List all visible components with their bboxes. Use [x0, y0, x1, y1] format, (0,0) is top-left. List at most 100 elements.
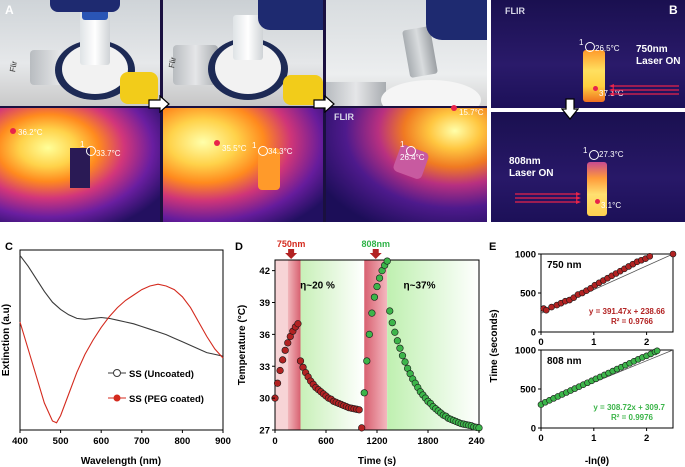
laser-band-750 — [287, 260, 301, 430]
fit-equation: y = 308.72x + 309.7 — [593, 403, 665, 412]
y-tick-label: 42 — [259, 266, 270, 277]
arrow-down-icon — [285, 249, 298, 259]
crosshair-marker: 1 — [252, 141, 257, 150]
data-point — [373, 282, 381, 291]
y-tick-label: 39 — [259, 298, 270, 309]
laser-state: Laser ON — [636, 56, 681, 67]
data-point — [368, 309, 376, 317]
data-point — [358, 424, 366, 432]
x-tick-label: 600 — [318, 436, 334, 447]
legend-label: SS (Uncoated) — [129, 369, 194, 380]
laser-caption: 750nm Laser ON — [636, 44, 680, 68]
temp-reading: 34.3°C — [268, 147, 293, 156]
crosshair-marker: 1 — [579, 38, 584, 47]
y-axis-label: Temperature (°C) — [237, 305, 248, 386]
y-tick-label: 1000 — [515, 250, 536, 261]
data-point — [273, 379, 282, 387]
panel-label: A — [5, 3, 14, 17]
hot-spot-marker — [595, 199, 600, 204]
y-tick-label: 30 — [259, 394, 270, 405]
data-point — [294, 320, 302, 328]
arrow-down-icon — [369, 249, 382, 259]
efficiency-label: η~37% — [404, 281, 436, 292]
arrow-right-icon — [148, 95, 170, 113]
x-axis-label: Wavelength (nm) — [81, 456, 161, 467]
laser-wavelength: 750nm — [636, 44, 668, 55]
crosshair-icon — [589, 150, 599, 160]
legend-marker-open — [113, 369, 121, 377]
x-tick-label: 2 — [644, 337, 649, 348]
data-point — [375, 274, 384, 282]
efficiency-label: η~20 % — [300, 281, 335, 292]
panel-label: D — [235, 241, 243, 253]
x-tick-label: 400 — [12, 436, 28, 447]
y-tick-label: 500 — [520, 385, 536, 396]
series-line — [19, 255, 224, 357]
legend-label: SS (PEG coated) — [129, 394, 204, 405]
data-point — [284, 339, 292, 347]
temp-reading: 26.5°C — [595, 44, 620, 53]
data-point — [542, 306, 550, 314]
temp-reading: 15.7°C — [459, 108, 484, 117]
pre-band — [275, 260, 288, 430]
data-point — [370, 293, 379, 301]
data-point — [365, 330, 373, 338]
temp-reading: 3.1°C — [601, 201, 622, 210]
crosshair-marker: 1 — [80, 140, 85, 149]
laser-label: 750nm — [277, 239, 306, 249]
temp-reading: 33.7°C — [96, 149, 121, 158]
x-tick-label: 0 — [538, 337, 543, 348]
panel-b: FLIR B 1 26.5°C 37.1°C 750nm Laser ON 1 … — [491, 0, 685, 222]
x-tick-label: 600 — [93, 436, 109, 447]
data-point — [391, 328, 399, 336]
data-point — [386, 307, 394, 315]
temp-reading: 36.2°C — [18, 128, 43, 137]
data-point — [669, 250, 677, 258]
laser-band-808 — [364, 260, 388, 430]
data-point — [296, 357, 305, 365]
x-tick-label: 2 — [644, 433, 649, 444]
subplot-title: 808 nm — [547, 356, 582, 367]
laser-beam-icon — [515, 192, 581, 204]
y-tick-label: 33 — [259, 362, 270, 373]
temp-reading: 27.3°C — [599, 150, 624, 159]
fit-r2: R² = 0.9766 — [611, 317, 654, 326]
series-line — [19, 283, 224, 424]
chart-c: C 400 500 600 700 800 900 Wavelength (nm) Ext… — [1, 241, 231, 467]
x-tick-label: 1200 — [366, 436, 387, 447]
x-tick-label: 700 — [134, 436, 150, 447]
temp-reading: 35.5°C — [222, 144, 247, 153]
chart-d: D 750nm 808nm η~20 % η~37% 0 600 1200 1800 2400… — [235, 239, 485, 467]
data-point — [401, 358, 409, 366]
data-point — [355, 406, 363, 414]
y-axis-label: Time (seconds) — [489, 309, 500, 382]
x-axis-label: Time (s) — [358, 456, 396, 467]
hot-spot-marker — [10, 128, 16, 134]
thermal-1 — [0, 108, 160, 222]
photo-2: Flir — [163, 0, 323, 106]
y-tick-label: 0 — [531, 424, 536, 435]
panel-label: B — [669, 3, 678, 17]
x-tick-label: 1800 — [417, 436, 438, 447]
crosshair-icon — [86, 146, 96, 156]
x-tick-label: 0 — [538, 433, 543, 444]
data-point — [653, 347, 661, 355]
temp-reading: 26.4°C — [400, 153, 425, 162]
data-point — [396, 344, 404, 352]
y-tick-label: 36 — [259, 330, 270, 341]
y-tick-label: 27 — [259, 426, 270, 437]
x-tick-label: 1 — [591, 337, 597, 348]
data-point — [279, 356, 287, 364]
crosshair-marker: 1 — [583, 146, 588, 155]
arrow-down-icon — [561, 98, 579, 120]
crosshair-icon — [585, 42, 595, 52]
legend-marker-filled — [113, 394, 121, 402]
panel-a: Flir Flir FLIR 36.2°C 1 33.7°C 35.5°C 1 … — [0, 0, 487, 222]
plot-frame — [19, 249, 224, 431]
x-tick-label: 800 — [174, 436, 190, 447]
arrow-right-icon — [313, 95, 335, 113]
data-point — [276, 366, 284, 375]
laser-caption: 808nm Laser ON — [509, 156, 553, 180]
crosshair-icon — [406, 146, 416, 156]
